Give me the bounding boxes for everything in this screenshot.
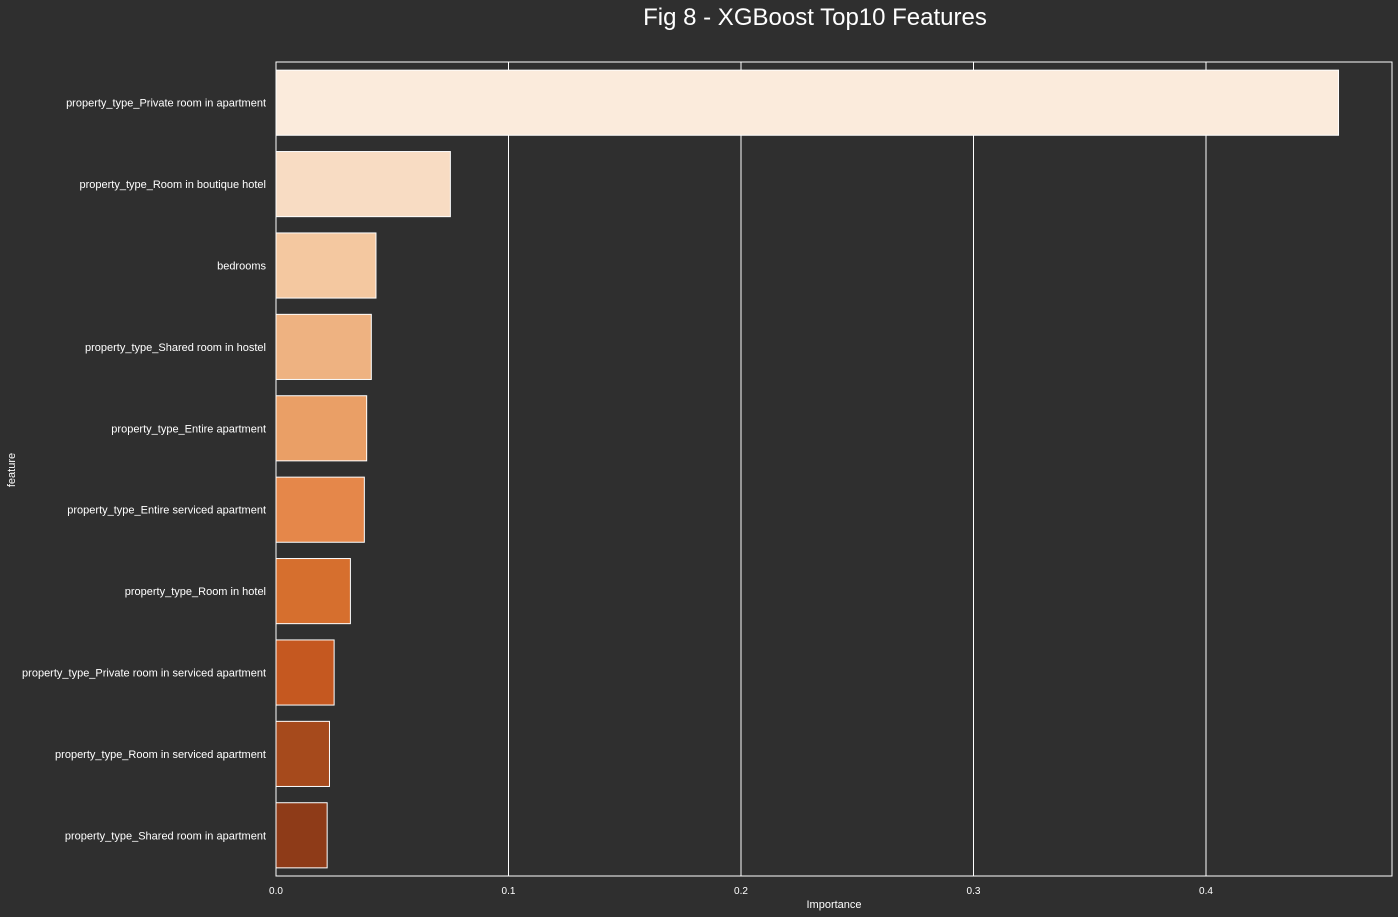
y-tick-label-8: property_type_Room in serviced apartment [55,749,266,761]
y-tick-label-6: property_type_Room in hotel [125,586,266,598]
x-tick-labels: 0.0 0.1 0.2 0.3 0.4 [269,886,1213,897]
x-tick-label-0: 0.0 [269,886,283,897]
bar-9 [275,802,328,869]
plot-frame [275,61,1393,877]
bar-6 [275,558,351,625]
bar-3 [275,313,372,380]
bar-7 [275,639,335,706]
bar-4 [275,395,368,462]
bars [275,69,1340,869]
y-tick-label-3: property_type_Shared room in hostel [85,342,266,354]
y-tick-label-5: property_type_Entire serviced apartment [67,505,266,517]
x-tick-label-4: 0.4 [1199,886,1213,897]
chart-title: Fig 8 - XGBoost Top10 Features [643,4,987,31]
x-axis-label: Importance [806,899,861,911]
bar-1 [275,151,451,218]
y-tick-label-1: property_type_Room in boutique hotel [79,179,266,191]
x-tick-label-3: 0.3 [967,886,981,897]
x-tick-label-2: 0.2 [734,886,748,897]
bar-2 [275,232,377,299]
y-tick-labels: property_type_Private room in apartment p… [22,98,266,843]
y-axis-label: feature [6,453,18,487]
y-tick-label-2: bedrooms [217,261,266,273]
y-tick-label-4: property_type_Entire apartment [111,423,266,435]
y-tick-label-7: property_type_Private room in serviced a… [22,668,266,680]
y-tick-label-9: property_type_Shared room in apartment [65,830,266,842]
y-tick-label-0: property_type_Private room in apartment [66,98,266,110]
bar-5 [275,476,365,543]
bar-0 [275,69,1340,136]
bar-8 [275,720,330,787]
x-tick-label-1: 0.1 [502,886,516,897]
